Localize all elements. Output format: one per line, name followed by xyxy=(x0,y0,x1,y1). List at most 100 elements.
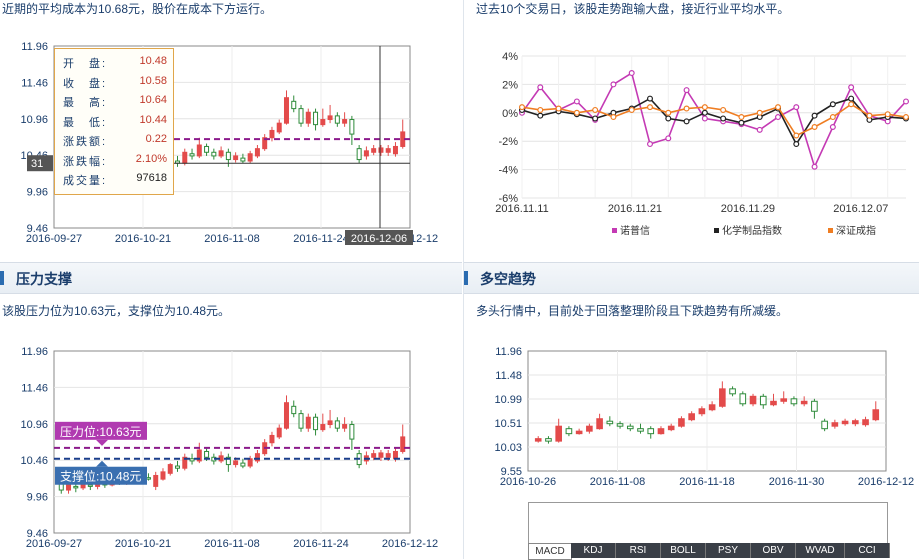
candle-body xyxy=(385,453,391,458)
candle-body xyxy=(862,419,869,426)
tooltip-value: 10.44 xyxy=(139,113,167,126)
resistance-tag xyxy=(55,421,147,440)
candle-body xyxy=(637,428,644,432)
candle-body xyxy=(334,420,340,429)
x-tick-label: 2016-12-12 xyxy=(382,538,438,550)
series-point xyxy=(811,123,818,130)
candle-body xyxy=(790,398,798,405)
candle-body xyxy=(342,119,348,124)
candle-body xyxy=(305,111,311,124)
series-point xyxy=(647,141,654,148)
series-point xyxy=(793,132,800,139)
candle-body xyxy=(647,428,655,435)
tooltip-row: 涨跌额: 0.22 xyxy=(63,133,167,151)
candle-body xyxy=(586,425,593,432)
series-point xyxy=(775,104,782,111)
series-point xyxy=(665,115,672,122)
candle-body xyxy=(262,137,268,150)
candle-body xyxy=(657,428,665,435)
candle-body xyxy=(327,115,333,121)
candle-body xyxy=(565,428,573,435)
candle-body xyxy=(182,151,188,164)
tooltip-row: 收 盘: 10.58 xyxy=(63,75,167,93)
tab-rsi[interactable]: RSI xyxy=(616,543,661,558)
tab-wvad[interactable]: WVAD xyxy=(796,543,845,558)
x-tick-label: 2016-10-21 xyxy=(115,233,171,245)
series-point xyxy=(793,141,800,148)
tab-kdj[interactable]: KDJ xyxy=(571,543,616,558)
candle-body xyxy=(534,438,542,442)
candle-body xyxy=(240,462,246,467)
series-line xyxy=(521,97,907,146)
y-tick-label: -4% xyxy=(498,165,518,177)
tab-psy[interactable]: PSY xyxy=(706,543,751,558)
support-tag-pointer xyxy=(96,460,108,467)
series-point xyxy=(683,87,690,94)
crosshair-date-badge xyxy=(345,230,413,245)
series-point xyxy=(573,109,580,116)
tooltip-key: 最 低: xyxy=(63,116,108,129)
candle-body xyxy=(196,449,202,462)
section-marker xyxy=(464,271,468,285)
candle-body xyxy=(305,416,311,429)
crosshair-price-badge xyxy=(27,155,53,172)
candle-body xyxy=(667,425,675,431)
candle-body xyxy=(356,148,362,161)
series-point xyxy=(665,109,672,116)
tooltip-key: 涨跌额: xyxy=(63,136,108,148)
tab-cci[interactable]: CCI xyxy=(845,543,890,558)
candle-body xyxy=(841,420,849,425)
candle-body xyxy=(189,153,195,157)
x-tick-label: 2016-11-08 xyxy=(590,476,645,488)
x-tick-label: 2016.11.11 xyxy=(495,203,548,215)
candle-body xyxy=(276,427,282,438)
series-point xyxy=(720,106,727,113)
candle-body xyxy=(698,408,706,415)
y-tick-label: 11.48 xyxy=(495,370,522,382)
series-point xyxy=(628,106,635,113)
series-point xyxy=(811,112,818,119)
series-point xyxy=(756,109,763,116)
legend-swatch xyxy=(714,228,719,233)
y-tick-label: 10.99 xyxy=(494,394,522,406)
candle-body xyxy=(233,155,239,161)
candle-body xyxy=(291,100,297,110)
tooltip-value: 97618 xyxy=(136,172,167,184)
candle-body xyxy=(204,145,210,153)
candle-body xyxy=(378,147,384,153)
candle-body xyxy=(320,424,326,431)
candle-body xyxy=(276,122,282,133)
candle-body xyxy=(349,424,355,440)
candle-body xyxy=(240,157,246,162)
candle-body xyxy=(729,388,736,395)
series-point xyxy=(848,95,855,102)
tooltip-value: 10.64 xyxy=(139,94,167,106)
x-tick-label: 2016.12.07 xyxy=(833,203,888,215)
tab-obv[interactable]: OBV xyxy=(751,543,796,558)
x-tick-label: 2016-09-27 xyxy=(26,233,82,245)
series-point xyxy=(683,118,690,125)
tooltip-row: 成交量: 97618 xyxy=(63,172,167,190)
x-tick-label: 2016-11-24 xyxy=(293,233,348,245)
candle-body xyxy=(153,474,159,487)
section-title: 压力支撑 xyxy=(16,271,72,287)
candle-body xyxy=(678,418,685,427)
y-tick-label: 11.46 xyxy=(21,77,48,89)
tab-boll[interactable]: BOLL xyxy=(661,543,706,558)
series-point xyxy=(848,101,855,108)
candle-body xyxy=(66,484,72,491)
y-tick-label: 9.96 xyxy=(27,492,48,504)
series-point xyxy=(738,119,745,126)
section-title: 多空趋势 xyxy=(480,271,536,287)
candle-body xyxy=(298,413,304,429)
x-tick-label: 2016-11-24 xyxy=(293,538,348,550)
candle-body xyxy=(852,420,859,425)
y-tick-label: 2% xyxy=(502,79,518,91)
support-label: 支撑位:10.48元 xyxy=(60,469,141,484)
tooltip-row: 开 盘: 10.48 xyxy=(63,55,167,73)
tab-macd[interactable]: MACD xyxy=(528,543,572,560)
candle-body xyxy=(770,400,777,406)
tooltip-key: 成交量: xyxy=(63,175,108,187)
series-point xyxy=(610,81,617,88)
